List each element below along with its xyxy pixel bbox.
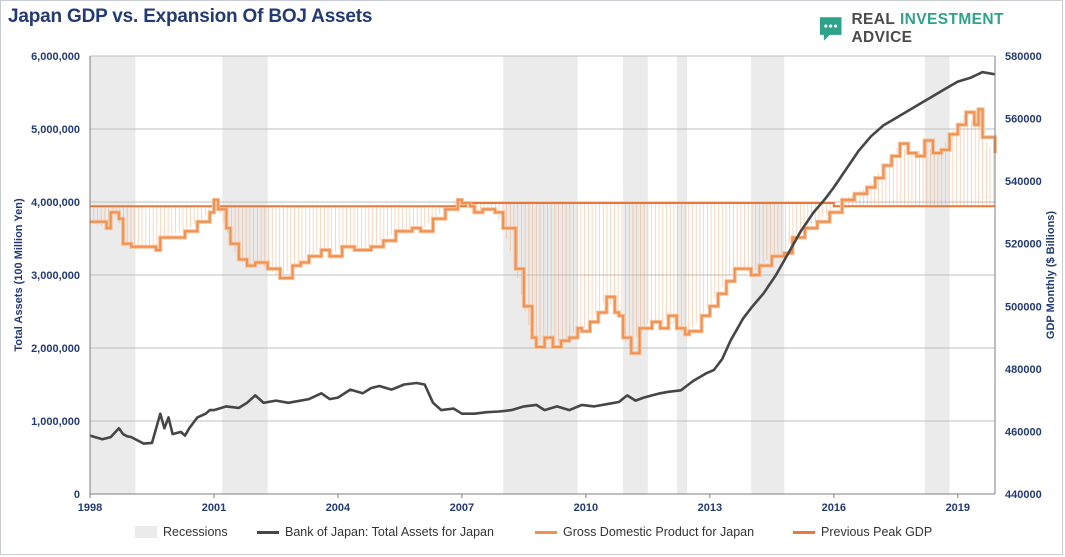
x-tick-label: 2004 (326, 502, 351, 514)
previous-peak-series (90, 202, 995, 208)
y-right-tick-label: 500000 (1005, 301, 1042, 313)
page-title: Japan GDP vs. Expansion Of BOJ Assets (8, 6, 373, 27)
y-left-tick-label: 1,000,000 (31, 416, 80, 428)
brand-name: REAL INVESTMENT ADVICE (851, 11, 1065, 47)
legend-label-peak: Previous Peak GDP (821, 525, 933, 539)
chat-bubble-icon (819, 17, 842, 41)
y-left-tick-label: 5,000,000 (31, 124, 80, 136)
x-tick-label: 2010 (574, 502, 598, 514)
legend-swatch-gdp (535, 530, 557, 534)
legend-swatch-peak (793, 530, 815, 534)
gdp-series (90, 107, 997, 356)
tick-labels: 0 1,000,000 2,000,000 3,000,000 4,000,000 5,0… (31, 51, 1042, 514)
x-tick-label: 1998 (78, 502, 102, 514)
y-right-tick-label: 520000 (1005, 239, 1042, 251)
axes (89, 56, 996, 498)
previous-peak-line (90, 202, 995, 208)
x-tick-label: 2001 (202, 502, 226, 514)
y-axis-right-label: GDP Monthly ($ Billions) (1045, 211, 1057, 339)
chart-legend: Recessions Bank of Japan: Total Assets f… (0, 525, 1065, 545)
x-tick-label: 2016 (822, 502, 846, 514)
y-right-tick-label: 540000 (1005, 176, 1042, 188)
y-left-tick-label: 2,000,000 (31, 343, 80, 355)
legend-label-boj: Bank of Japan: Total Assets for Japan (285, 525, 494, 539)
y-right-tick-label: 440000 (1005, 489, 1042, 501)
brand-word-2: INVESTMENT (899, 11, 1004, 28)
y-left-tick-label: 3,000,000 (31, 270, 80, 282)
y-right-tick-label: 580000 (1005, 51, 1042, 63)
legend-item-peak: Previous Peak GDP (793, 525, 932, 539)
brand-word-1: REAL (851, 11, 896, 28)
y-left-tick-label: 0 (74, 489, 80, 501)
legend-label-gdp: Gross Domestic Product for Japan (563, 525, 755, 539)
y-right-tick-label: 560000 (1005, 114, 1042, 126)
legend-swatch-recessions (135, 526, 157, 538)
boj-assets-series (89, 70, 996, 445)
y-left-tick-label: 6,000,000 (31, 51, 80, 63)
x-tick-label: 2007 (450, 502, 474, 514)
legend-label-recessions: Recessions (163, 525, 228, 539)
y-right-tick-label: 480000 (1005, 364, 1042, 376)
legend-item-recessions: Recessions (135, 525, 228, 539)
brand-word-3: ADVICE (851, 29, 913, 46)
y-left-tick-label: 4,000,000 (31, 197, 80, 209)
y-right-tick-label: 460000 (1005, 426, 1042, 438)
y-axis-left-label: Total Assets (100 Million Yen) (13, 198, 25, 352)
boj-assets-line (89, 70, 996, 445)
legend-item-boj: Bank of Japan: Total Assets for Japan (257, 525, 494, 539)
gdp-line (90, 108, 996, 355)
x-tick-label: 2013 (698, 502, 722, 514)
brand-logo-group: REAL INVESTMENT ADVICE (818, 11, 1065, 47)
legend-swatch-boj (257, 530, 279, 534)
legend-item-gdp: Gross Domestic Product for Japan (535, 525, 754, 539)
x-tick-label: 2019 (946, 502, 970, 514)
